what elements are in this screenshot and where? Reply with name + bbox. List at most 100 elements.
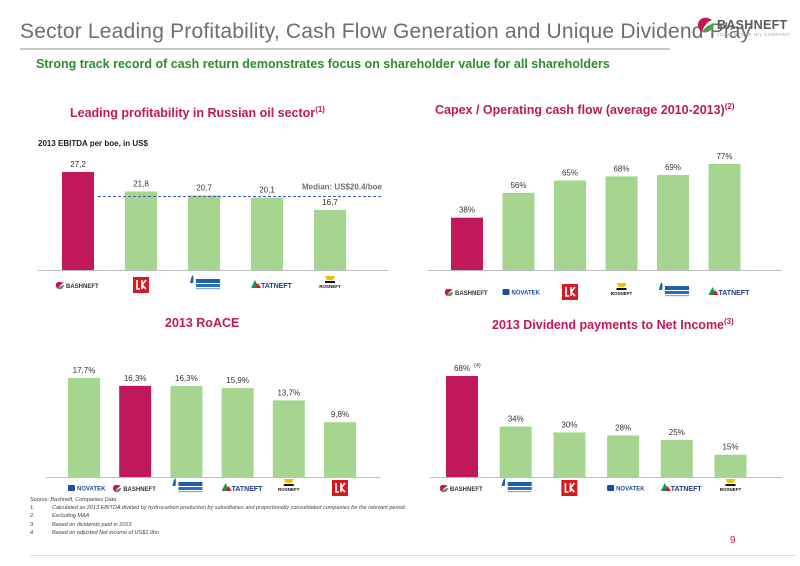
logo-lukoil [133,277,149,293]
logo-gazprom-neft [659,282,689,297]
logo-novatek: NOVATEK [68,485,106,493]
logo-subtext: JOINT STOCK OIL COMPANY [717,32,791,37]
value-label-dividend-bashneft: 68% [454,364,470,373]
gazprom-line-icon [507,491,532,493]
value-label-roace-gazprom-neft: 16,3% [175,374,198,383]
value-label-ebitda-lukoil: 21,8 [133,179,149,188]
value-label-roace-tatneft: 15,9% [226,376,249,385]
value-label-dividend-gazprom-neft: 34% [508,415,524,424]
logo-lukoil [561,480,578,496]
value-label-ebitda-bashneft: 27,2 [70,160,86,169]
tatneft-mark2-icon [255,283,261,288]
gazprom-bar-icon [507,482,532,486]
median-label-ebitda: Median: US$20.4/boe [302,183,383,192]
gazprom-bar2-icon [196,284,220,287]
bashneft-logo-text: BASHNEFT [455,291,488,297]
value-label-roace-lukoil: 9,8% [331,410,349,419]
bashneft-leaf-icon [447,292,453,297]
bar-roace-tatneft [221,388,254,477]
lukoil-logo-icon [332,480,348,496]
rosneft-mark-icon [616,283,627,287]
logo-petal-icon [697,17,712,32]
bashneft-leaf-icon [115,488,122,493]
tatneft-logo-text: TATNEFT [232,486,264,493]
bar-roace-gazprom-neft [170,385,203,477]
tatneft-logo-text: TATNEFT [719,290,751,297]
lukoil-logo-icon [562,284,578,300]
tatneft-mark2-icon [664,486,671,491]
logo-leaf-icon [702,24,714,33]
gazprom-bar-icon [178,482,203,486]
value-label-roace-bashneft: 16,3% [124,374,147,383]
lukoil-letters-icon [335,482,346,493]
ebitda-unit-label: 2013 EBITDA per boe, in US$ [38,139,148,148]
value-label-capex-gazprom-neft: 69% [665,163,681,172]
value-label-dividend-tatneft: 25% [669,428,685,437]
bashneft-logo-text: BASHNEFT [123,487,156,493]
footnote-4: 4. Based on adjusted Net income of US$1.9… [30,529,160,536]
bashneft-mark-icon [112,485,122,492]
bashneft-leaf-icon [58,285,64,290]
tatneft-logo-text: TATNEFT [671,486,703,493]
bar-dividend-rosneft [714,454,747,477]
bashneft-mark-icon [444,289,453,296]
lukoil-logo-icon [561,480,578,496]
bar-capex-novatek [502,192,535,270]
logo-novatek: NOVATEK [502,289,541,297]
footnote-1: 1. Calculated as 2013 EBITDA divided by h… [30,505,407,512]
gazprom-line-icon [665,295,689,297]
lukoil-letters-icon [565,286,576,297]
rosneft-logo-text: ROSNEFT [720,487,742,492]
bar-capex-bashneft [451,217,483,270]
bar-ebitda-bashneft [62,172,94,270]
bashneft-logo-text: BASHNEFT [450,487,483,493]
logo-bashneft: BASHNEFT [55,282,99,290]
logo-bashneft: BASHNEFT [112,485,156,493]
logo-lukoil [562,284,578,300]
title-divider [20,48,670,50]
chart-title-dividend: 2013 Dividend payments to Net Income(3) [492,317,734,333]
gazprom-flame-icon [172,478,176,486]
bar-ebitda-gazprom-neft [188,195,220,270]
rosneft-bar-icon [283,484,294,486]
rosneft-logo-text: ROSNEFT [319,284,341,289]
rosneft-logo-text: ROSNEFT [611,291,633,296]
bar-capex-rosneft [605,176,638,270]
rosneft-bar-icon [616,288,627,290]
gazprom-flame-icon [190,275,194,283]
bashneft-mark-icon [55,282,64,289]
logo-gazprom-neft [172,478,203,493]
gazprom-bar2-icon [507,487,532,490]
page-number: 9 [730,535,736,546]
footnote-source: Source: Bashneft, Companies Data [30,497,117,503]
value-label-capex-novatek: 56% [510,181,526,190]
note-label-dividend: (4) [474,363,481,369]
value-label-dividend-rosneft: 15% [722,443,738,452]
bar-capex-gazprom-neft [657,175,689,270]
logo-rosneft: ROSNEFT [611,283,633,296]
logo-text: BASHNEFT [717,18,788,32]
tatneft-logo-text: TATNEFT [261,283,293,290]
bar-dividend-bashneft [446,376,478,477]
novatek-mark-icon [502,289,510,295]
value-label-roace-novatek: 17,7% [73,366,96,375]
footnote-2: 2. Excluding M&A [30,513,90,520]
rosneft-bar-icon [725,484,736,486]
tatneft-mark2-icon [712,290,719,295]
logo-bashneft: BASHNEFT [439,485,483,493]
bar-dividend-lukoil [553,432,586,477]
bar-capex-lukoil [554,180,586,270]
value-label-capex-lukoil: 65% [562,169,578,178]
novatek-mark-icon [68,485,75,491]
bashneft-leaf-icon [442,488,448,493]
bar-ebitda-tatneft [251,197,283,270]
logo-rosneft: ROSNEFT [319,276,341,289]
gazprom-flame-icon [659,282,663,290]
bar-dividend-tatneft [660,439,693,477]
logo-lukoil [332,480,348,496]
value-label-capex-rosneft: 68% [613,164,629,173]
logo-tatneft: TATNEFT [221,483,264,493]
bottom-divider [30,555,795,556]
gazprom-line-icon [178,491,203,493]
rosneft-mark-icon [325,276,335,280]
